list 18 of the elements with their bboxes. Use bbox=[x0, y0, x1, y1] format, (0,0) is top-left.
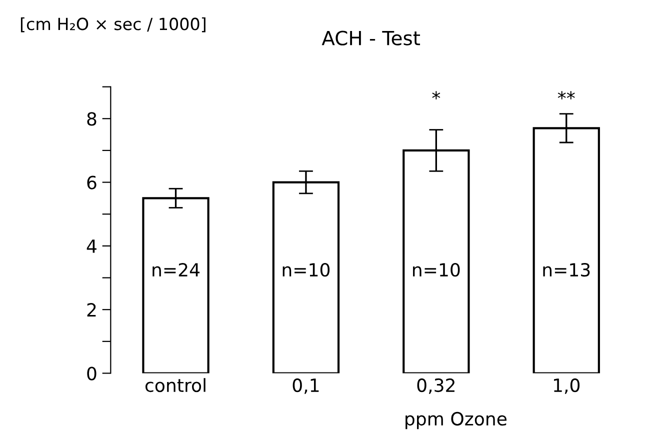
annotation: n=24 bbox=[152, 262, 200, 276]
x-tick-label: control bbox=[145, 378, 206, 392]
x-tick-label: 0,32 bbox=[417, 378, 454, 394]
y-tick-label: 2 bbox=[87, 303, 96, 316]
y-tick-label: 6 bbox=[87, 176, 96, 190]
x-tick-label: 1,0 bbox=[554, 378, 580, 394]
x-axis-title: ppm Ozone bbox=[406, 412, 507, 430]
x-tick-label: 0,1 bbox=[292, 378, 319, 394]
chart-title: ACH - Test bbox=[322, 30, 420, 46]
annotation: n=13 bbox=[543, 262, 590, 277]
y-tick-label: 8 bbox=[87, 112, 96, 126]
annotation: * bbox=[432, 91, 440, 100]
y-tick-label: 4 bbox=[86, 240, 96, 253]
annotation: n=10 bbox=[413, 262, 460, 277]
y-axis-title: [cm H₂O × sec / 1000] bbox=[20, 17, 206, 32]
annotation: ** bbox=[558, 91, 575, 100]
y-tick-label: 0 bbox=[87, 366, 96, 380]
annotation: n=10 bbox=[282, 262, 330, 277]
